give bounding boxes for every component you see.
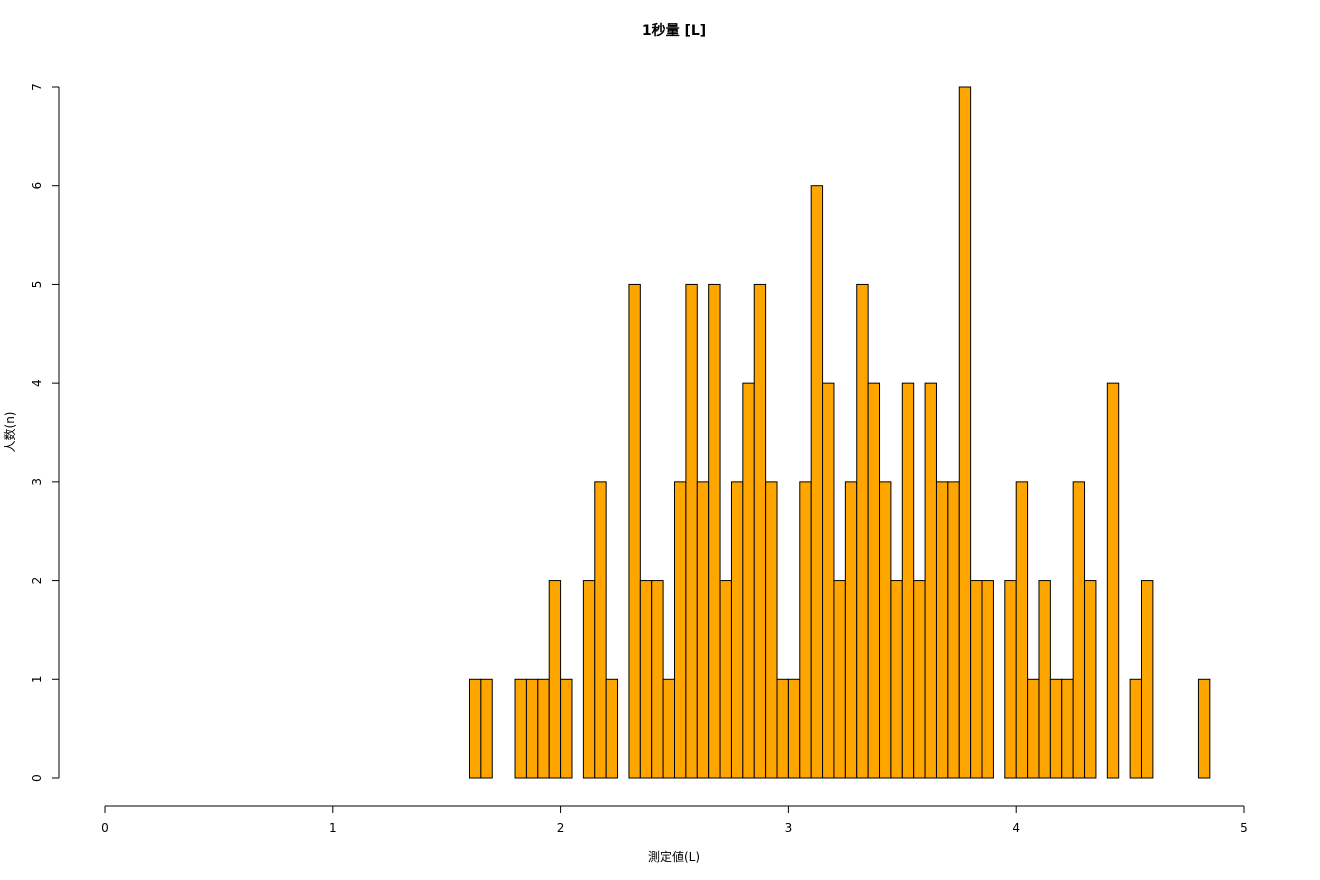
bar — [537, 678, 550, 779]
bar — [468, 678, 482, 779]
bar — [1004, 580, 1017, 779]
y-tick-label: 0 — [30, 774, 44, 782]
bar — [708, 283, 721, 779]
bar — [742, 382, 755, 779]
bar — [1027, 678, 1040, 779]
bar — [1015, 481, 1029, 779]
bar — [844, 481, 858, 779]
y-tick-label: 5 — [30, 281, 44, 289]
bar — [674, 481, 687, 779]
bar — [776, 678, 789, 779]
bar — [753, 283, 767, 779]
bar — [1038, 580, 1051, 779]
x-tick-label: 1 — [329, 821, 337, 835]
x-tick-label: 0 — [101, 821, 109, 835]
bar — [651, 580, 664, 779]
y-tick-label: 3 — [30, 478, 44, 486]
bar — [890, 580, 903, 779]
bar — [480, 678, 493, 779]
y-tick-label: 2 — [30, 577, 44, 585]
bar — [1140, 580, 1154, 779]
bar — [913, 580, 926, 779]
bar — [822, 382, 835, 779]
bar — [981, 580, 994, 779]
bar — [947, 481, 960, 779]
bar — [924, 382, 937, 779]
bar — [810, 185, 824, 779]
y-tick-label: 1 — [30, 675, 44, 683]
bar — [879, 481, 892, 779]
chart-title: 1秒量 [L] — [642, 22, 706, 39]
bar — [605, 678, 619, 779]
bar — [1106, 382, 1120, 779]
bar — [719, 580, 732, 779]
bar — [970, 580, 983, 779]
x-tick-label: 5 — [1240, 821, 1248, 835]
bar — [730, 481, 744, 779]
bar — [1129, 678, 1142, 779]
bar — [639, 580, 653, 779]
bar — [787, 678, 801, 779]
bar — [1061, 678, 1074, 779]
bar — [799, 481, 812, 779]
bar — [1084, 580, 1097, 779]
x-axis-label: 測定値(L) — [648, 849, 700, 864]
y-tick-label: 7 — [30, 83, 44, 91]
bar — [525, 678, 539, 779]
x-tick-label: 4 — [1012, 821, 1020, 835]
bar — [1049, 678, 1063, 779]
bar — [867, 382, 881, 779]
bar — [685, 283, 698, 779]
bar — [548, 580, 562, 779]
y-tick-label: 4 — [30, 379, 44, 387]
bar — [514, 678, 527, 779]
bar — [662, 678, 675, 779]
bar — [833, 580, 846, 779]
bar — [696, 481, 710, 779]
bar — [628, 283, 641, 779]
bar — [958, 86, 972, 779]
bar — [935, 481, 949, 779]
bar — [856, 283, 869, 779]
bar — [594, 481, 607, 779]
y-axis-label: 人数(n) — [2, 412, 17, 453]
bar — [582, 580, 596, 779]
x-tick-label: 2 — [557, 821, 565, 835]
bar — [901, 382, 915, 779]
y-tick-label: 6 — [30, 182, 44, 190]
bar — [765, 481, 778, 779]
bar — [560, 678, 573, 779]
x-tick-label: 3 — [785, 821, 793, 835]
bar — [1197, 678, 1211, 779]
bar — [1072, 481, 1086, 779]
